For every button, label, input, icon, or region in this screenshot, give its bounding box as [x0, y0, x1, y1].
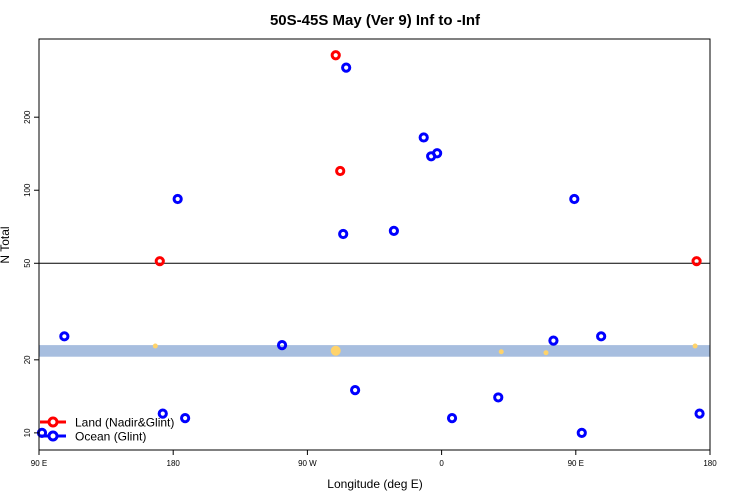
- ocean-point: [576, 427, 587, 438]
- land-point: [154, 256, 165, 267]
- ocean-point: [59, 331, 70, 342]
- x-tick-label: 90 W: [298, 459, 317, 468]
- data-points-layer: [36, 50, 705, 438]
- ocean-point: [569, 193, 580, 205]
- legend-item-land: Land (Nadir&Glint): [40, 416, 174, 430]
- ocean-point: [172, 193, 183, 205]
- ocean-point: [446, 413, 458, 424]
- ocean-point: [548, 335, 559, 346]
- legend-ocean-marker: [47, 430, 59, 442]
- ocean-point: [180, 413, 191, 424]
- y-tick-label: 50: [23, 258, 32, 267]
- legend: Land (Nadir&Glint) Ocean (Glint): [40, 416, 174, 444]
- ocean-point: [157, 408, 168, 419]
- land-point: [335, 165, 346, 177]
- ocean-point: [338, 228, 349, 240]
- band-marker: [330, 345, 341, 356]
- ocean-point: [341, 62, 352, 73]
- band-marker: [543, 350, 549, 356]
- plot-frame: [38, 38, 711, 451]
- band-marker: [692, 343, 698, 349]
- x-tick-label: 90 E: [31, 459, 47, 468]
- y-tick-label: 200: [23, 110, 32, 124]
- y-tick-label: 20: [23, 355, 32, 364]
- x-axis: 90 E 180 90 W 0 90 E 180: [31, 450, 717, 468]
- land-point: [330, 50, 341, 61]
- y-axis-label: N Total: [0, 226, 12, 263]
- land-point: [691, 256, 702, 267]
- legend-ocean-label: Ocean (Glint): [75, 430, 146, 444]
- legend-land-label: Land (Nadir&Glint): [75, 416, 174, 430]
- ocean-point: [596, 331, 607, 342]
- chart-title: 50S-45S May (Ver 9) Inf to -Inf: [270, 12, 481, 29]
- y-tick-label: 10: [23, 428, 32, 437]
- ocean-point: [493, 392, 504, 403]
- legend-land-marker: [47, 416, 59, 428]
- y-tick-label: 100: [23, 183, 32, 197]
- x-tick-label: 90 E: [568, 459, 584, 468]
- x-tick-label: 180: [703, 459, 717, 468]
- legend-item-ocean: Ocean (Glint): [40, 430, 146, 444]
- x-tick-label: 180: [167, 459, 181, 468]
- band-marker: [498, 349, 504, 355]
- ocean-point: [276, 340, 288, 351]
- ocean-point: [694, 408, 705, 419]
- y-axis: 10 20 50 100 200: [23, 110, 39, 437]
- ocean-point: [350, 385, 361, 396]
- highlight-band: [39, 345, 710, 357]
- x-axis-label: Longitude (deg E): [327, 477, 422, 491]
- x-tick-label: 0: [439, 459, 444, 468]
- ocean-point: [418, 132, 429, 143]
- ocean-point: [432, 148, 443, 159]
- band-marker: [152, 343, 158, 349]
- highlight-band-layer: [39, 343, 710, 357]
- ocean-point: [388, 225, 399, 236]
